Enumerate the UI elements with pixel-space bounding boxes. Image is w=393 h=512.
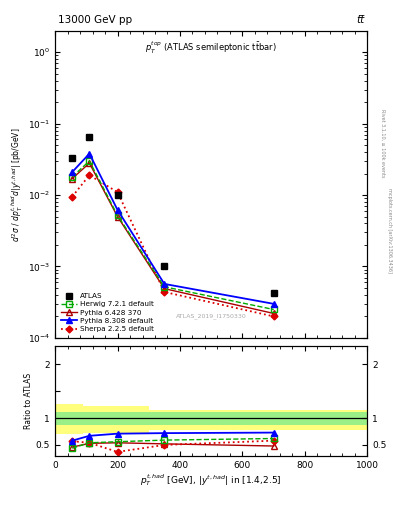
X-axis label: $p_T^{t,had}$ [GeV], $|y^{t,had}|$ in [1.4,2.5]: $p_T^{t,had}$ [GeV], $|y^{t,had}|$ in [1… xyxy=(140,472,282,488)
Text: ATLAS_2019_I1750330: ATLAS_2019_I1750330 xyxy=(176,314,247,319)
Y-axis label: Ratio to ATLAS: Ratio to ATLAS xyxy=(24,373,33,429)
Legend: ATLAS, Herwig 7.2.1 default, Pythia 6.428 370, Pythia 8.308 default, Sherpa 2.2.: ATLAS, Herwig 7.2.1 default, Pythia 6.42… xyxy=(59,291,156,334)
Text: 13000 GeV pp: 13000 GeV pp xyxy=(58,14,132,25)
Text: Rivet 3.1.10, ≥ 100k events: Rivet 3.1.10, ≥ 100k events xyxy=(381,109,386,178)
Text: tt̅: tt̅ xyxy=(356,14,364,25)
Text: mcplots.cern.ch [arXiv:1306.3436]: mcplots.cern.ch [arXiv:1306.3436] xyxy=(387,188,391,273)
Y-axis label: $d^2\sigma$ / $dp_T^{t,had}$$d|y^{t,had}|$ [pb/GeV]: $d^2\sigma$ / $dp_T^{t,had}$$d|y^{t,had}… xyxy=(9,127,25,242)
Text: $p_T^{top}$ (ATLAS semileptonic t$\bar{\mathrm{t}}$bar): $p_T^{top}$ (ATLAS semileptonic t$\bar{\… xyxy=(145,40,277,56)
